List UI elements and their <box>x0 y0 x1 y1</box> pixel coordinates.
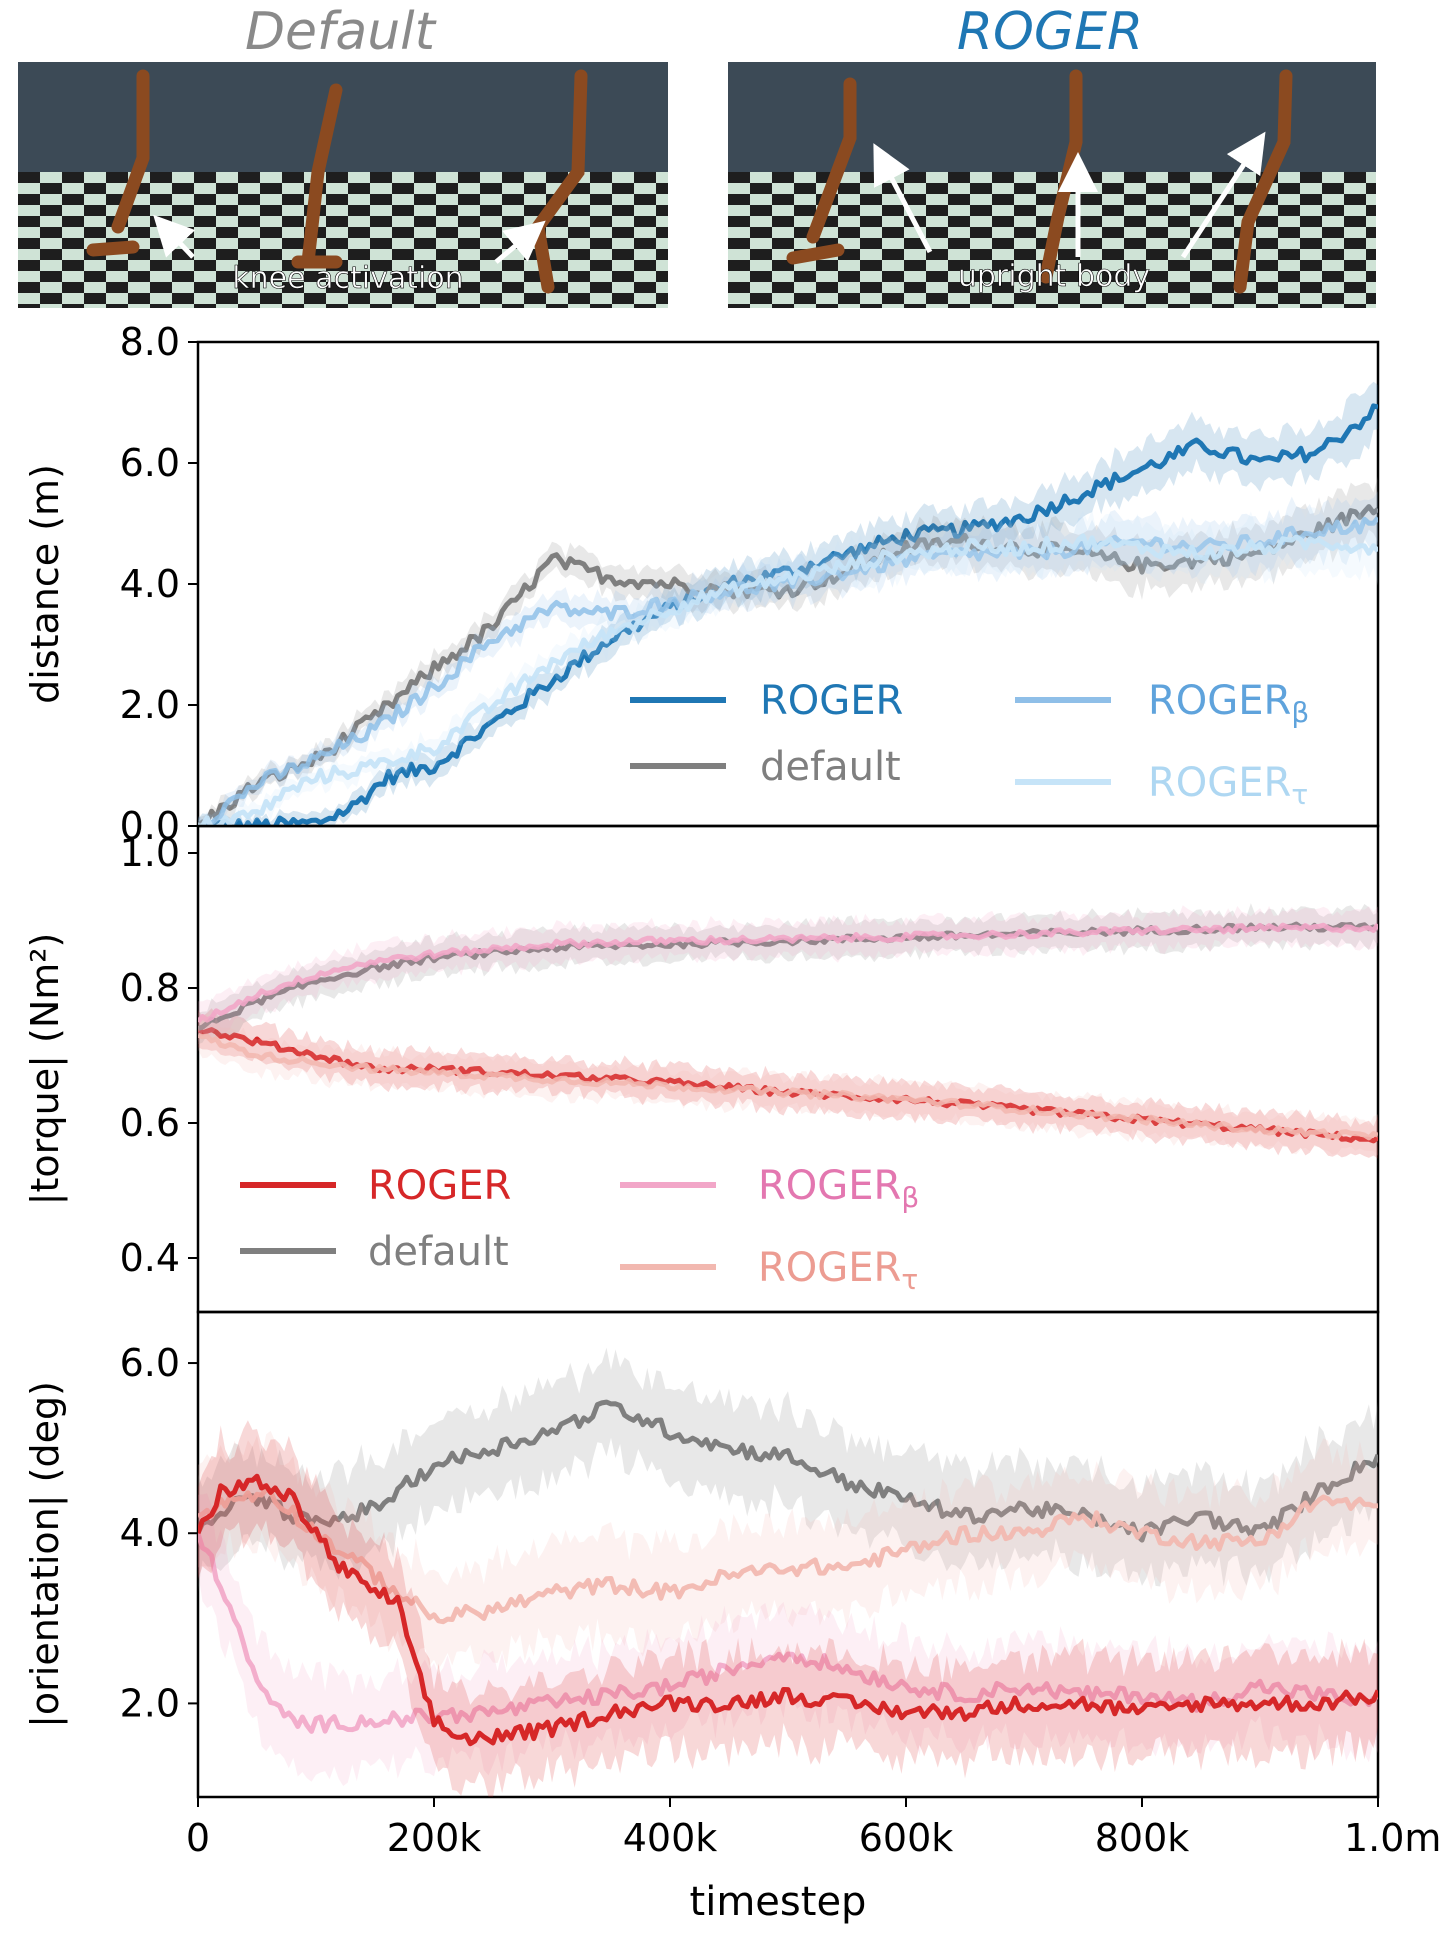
distance-legend-label-default: default <box>760 744 901 790</box>
distance-line-ROGERτ <box>198 533 1378 826</box>
walker-figure-2 <box>291 83 343 269</box>
orientation-ytick-label: 4.0 <box>120 1511 180 1555</box>
torque-legend-label-ROGERτ: ROGERτ <box>758 1245 918 1296</box>
walker-figure-3 <box>1233 69 1293 294</box>
orientation-line-default <box>198 1399 1378 1543</box>
default-simulation-image: knee activation <box>18 62 668 308</box>
orientation-ylabel: |orientation| (deg) <box>23 1381 68 1728</box>
orientation-xtick-label: 800k <box>1095 1816 1190 1860</box>
distance-band-ROGERβ <box>198 491 1378 826</box>
sky-background <box>728 62 1376 172</box>
distance-band-ROGERτ <box>198 506 1378 826</box>
distance-ytick-label: 4.0 <box>120 562 180 606</box>
distance-legend-label-ROGER: ROGER <box>760 678 903 724</box>
torque-band-ROGER <box>198 1008 1378 1159</box>
distance-ytick-label: 2.0 <box>120 683 180 727</box>
orientation-xtick-label: 0 <box>186 1816 210 1860</box>
orientation-line-ROGER <box>198 1473 1378 1747</box>
orientation-xtick-label: 200k <box>387 1816 482 1860</box>
orientation-line-ROGERτ <box>198 1486 1378 1625</box>
distance-ylabel: distance (m) <box>23 464 67 704</box>
torque-legend-label-default: default <box>368 1229 509 1275</box>
distance-legend-label-ROGERβ: ROGERβ <box>1148 678 1309 729</box>
torque-ylabel: |torque| (Nm²) <box>23 933 68 1206</box>
torque-legend-label-ROGER: ROGER <box>368 1163 511 1209</box>
walker-figure-1 <box>786 77 857 265</box>
sky-background <box>18 62 668 172</box>
torque-line-ROGERβ <box>198 922 1378 1024</box>
orientation-ytick-label: 2.0 <box>120 1681 180 1725</box>
knee-arrow-left <box>153 214 196 259</box>
distance-band-default <box>198 476 1378 826</box>
upright-arrow-left <box>873 143 933 254</box>
distance-ytick-label: 8.0 <box>120 320 180 364</box>
orientation-xlabel: timestep <box>690 1879 867 1925</box>
orientation-xtick-label: 400k <box>623 1816 718 1860</box>
distance-band-ROGER <box>198 381 1378 826</box>
default-panel-title: Default <box>245 2 435 62</box>
torque-band-default <box>198 903 1378 1045</box>
torque-ytick-label: 0.6 <box>120 1101 180 1145</box>
torque-line-ROGERτ <box>198 1032 1378 1141</box>
orientation-axes-frame <box>196 1310 1380 1799</box>
distance-ytick-label: 6.0 <box>120 441 180 485</box>
knee-activation-label: knee activation <box>232 261 463 296</box>
torque-legend-label-ROGERβ: ROGERβ <box>758 1163 919 1214</box>
orientation-xtick-label: 600k <box>859 1816 954 1860</box>
upright-arrow-right <box>1180 131 1266 259</box>
distance-line-ROGER <box>198 403 1378 826</box>
torque-ytick-label: 1.0 <box>120 831 180 875</box>
knee-arrow-right <box>494 220 546 264</box>
distance-legend-label-ROGERτ: ROGERτ <box>1148 760 1308 811</box>
distance-line-default <box>198 504 1378 826</box>
roger-simulation-image: upright body <box>728 62 1376 308</box>
torque-band-ROGERβ <box>198 905 1378 1043</box>
walker-figure-1 <box>86 69 150 257</box>
orientation-band-ROGERβ <box>198 1493 1378 1786</box>
orientation-line-ROGERβ <box>198 1532 1378 1734</box>
orientation-band-default <box>198 1347 1378 1593</box>
roger-panel-title: ROGER <box>956 2 1144 62</box>
orientation-ytick-label: 6.0 <box>120 1341 180 1385</box>
distance-ytick-label: 0.0 <box>120 804 180 848</box>
torque-ytick-label: 0.4 <box>120 1236 180 1280</box>
orientation-xtick-label: 1.0m <box>1344 1816 1440 1860</box>
torque-band-ROGERτ <box>198 1014 1378 1156</box>
torque-ytick-label: 0.8 <box>120 966 180 1010</box>
upright-body-label: upright body <box>958 259 1150 294</box>
